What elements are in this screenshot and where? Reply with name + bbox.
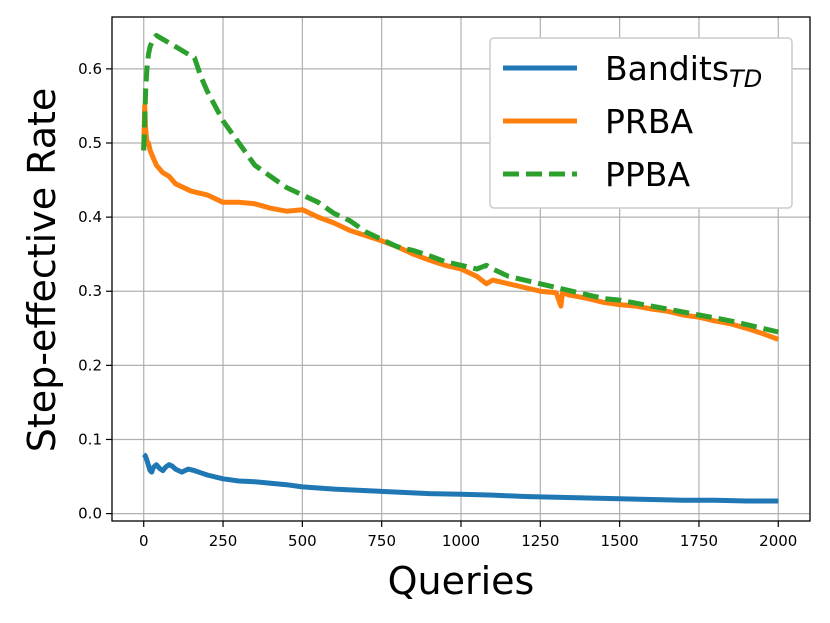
legend-label-bandits: BanditsTD bbox=[605, 49, 762, 93]
y-tick-label: 0.1 bbox=[78, 430, 102, 448]
axis-ticks: 0 250 500 750 1000 1250 1500 1750 2000 0.0 0.1 0.2 0… bbox=[78, 60, 797, 550]
series-lines bbox=[141, 33, 780, 504]
x-tick-label: 1750 bbox=[680, 532, 718, 550]
y-tick-label: 0.5 bbox=[78, 134, 102, 152]
x-tick-label: 2000 bbox=[759, 532, 797, 550]
series-bandits-line bbox=[141, 452, 779, 504]
x-tick-label: 500 bbox=[288, 532, 317, 550]
x-tick-label: 1000 bbox=[442, 532, 480, 550]
x-tick-label: 1250 bbox=[521, 532, 559, 550]
y-tick-label: 0.3 bbox=[78, 282, 102, 300]
x-tick-label: 0 bbox=[139, 532, 149, 550]
y-axis-label: Step-effective Rate bbox=[20, 88, 64, 453]
y-tick-label: 0.2 bbox=[78, 356, 102, 374]
legend-label-prba: PRBA bbox=[605, 102, 693, 141]
y-tick-label: 0.4 bbox=[78, 208, 102, 226]
series-ppba-line bbox=[141, 33, 779, 335]
y-tick-label: 0.0 bbox=[78, 505, 102, 523]
y-tick-label: 0.6 bbox=[78, 60, 102, 78]
legend-label-ppba: PPBA bbox=[605, 155, 690, 194]
x-tick-label: 250 bbox=[209, 532, 238, 550]
series-prba-line bbox=[141, 103, 780, 342]
legend: BanditsTD PRBA PPBA bbox=[489, 37, 793, 209]
x-axis-label: Queries bbox=[388, 559, 535, 603]
x-tick-label: 1500 bbox=[601, 532, 639, 550]
x-tick-label: 750 bbox=[367, 532, 396, 550]
legend-box bbox=[489, 37, 793, 209]
